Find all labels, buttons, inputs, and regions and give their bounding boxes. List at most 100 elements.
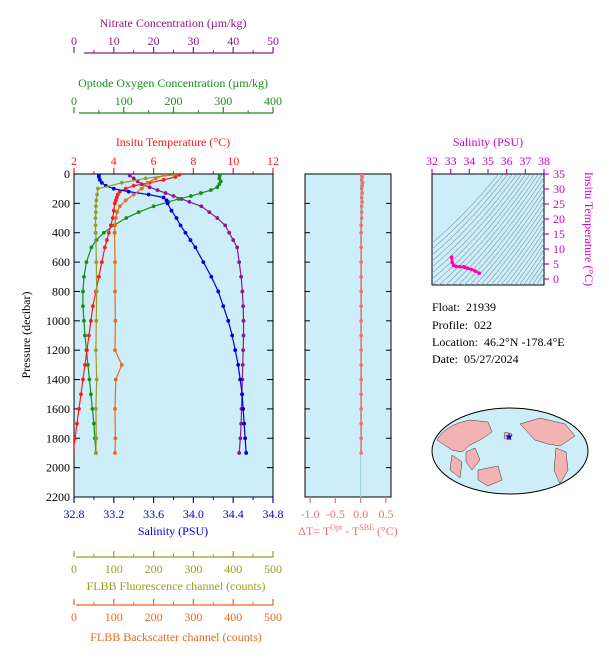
salinity-point xyxy=(164,198,169,203)
backscatter-tick-label: 500 xyxy=(264,610,282,624)
temperature-point xyxy=(112,201,117,206)
delta-t-axis-label: ΔT= TOpt - TSBE (°C) xyxy=(298,523,398,538)
nitrate-point xyxy=(240,362,245,367)
salinity-point xyxy=(193,245,198,250)
salinity-point xyxy=(183,230,188,235)
nitrate-tick-label: 30 xyxy=(187,34,199,48)
ts-point xyxy=(454,264,459,269)
fluorescence-deep-point xyxy=(94,318,99,323)
salinity-point xyxy=(201,260,206,264)
nitrate-tick-label: 0 xyxy=(71,34,77,48)
fluorescence-point xyxy=(94,198,99,203)
ts-density-contours xyxy=(432,174,544,285)
temperature-point xyxy=(83,362,87,367)
salinity-tick-label: 33.6 xyxy=(143,507,164,521)
ts-xtick-label: 35 xyxy=(482,154,494,168)
temperature-point xyxy=(91,304,95,309)
nitrate-tick-label: 20 xyxy=(148,34,160,48)
temperature-point xyxy=(115,192,120,197)
salinity-point xyxy=(236,362,241,367)
ts-isopycnal xyxy=(505,231,544,285)
salinity-point xyxy=(233,348,238,353)
oxygen-point xyxy=(83,333,87,338)
backscatter-point xyxy=(131,192,136,197)
backscatter-deep-point xyxy=(113,377,118,382)
temperature-point xyxy=(102,245,107,250)
oxygen-point xyxy=(84,260,89,264)
delta-t-xtick-label: 0.5 xyxy=(378,507,393,521)
nitrate-point xyxy=(223,223,228,228)
temperature-point xyxy=(74,451,75,455)
temperature-axis-label: Insitu Temperature (°C) xyxy=(116,135,230,149)
temperature-tick-label: 12 xyxy=(267,154,279,168)
ts-isopycnal xyxy=(432,174,522,274)
salinity-point xyxy=(230,333,235,338)
delta-t-point xyxy=(359,210,364,214)
fluorescence-deep-point xyxy=(94,260,99,264)
pressure-tick-label: 2000 xyxy=(46,461,70,475)
delta-t-xtick-label: -0.5 xyxy=(326,507,345,521)
ts-isopycnal xyxy=(509,237,544,285)
salinity-axis-label: Salinity (PSU) xyxy=(138,524,208,538)
delta-t-point xyxy=(359,260,363,264)
delta-t-point xyxy=(359,436,363,441)
ts-isopycnal xyxy=(490,213,544,285)
fluorescence-point xyxy=(93,216,98,220)
pressure-axis-label: Pressure (decibar) xyxy=(19,292,33,379)
pressure-tick-label: 1000 xyxy=(46,314,70,328)
salinity-point xyxy=(96,175,101,179)
delta-t-point xyxy=(359,216,364,220)
pressure-tick-label: 600 xyxy=(52,255,70,269)
pressure-tick-label: 1400 xyxy=(46,373,70,387)
delta-t-point xyxy=(359,392,363,397)
temperature-point xyxy=(106,230,111,235)
temperature-point xyxy=(89,318,93,323)
nitrate-point xyxy=(237,451,242,455)
temperature-tick-label: 6 xyxy=(151,154,157,168)
temperature-point xyxy=(104,238,109,242)
nitrate-point xyxy=(207,210,212,215)
oxygen-point xyxy=(82,274,86,279)
oxygen-point xyxy=(86,362,90,367)
oxygen-point xyxy=(198,191,203,195)
oxygen-point xyxy=(176,197,181,201)
oxygen-axis-label: Optode Oxygen Concentration (µm/kg) xyxy=(78,76,268,90)
ts-xtick-label: 32 xyxy=(426,154,438,168)
nitrate-point xyxy=(239,421,244,426)
oxygen-point xyxy=(124,216,129,220)
delta-t-plot-area xyxy=(304,173,392,498)
nitrate-point xyxy=(231,238,236,242)
ts-isopycnal xyxy=(480,201,544,285)
ts-isopycnal xyxy=(432,174,504,250)
pressure-axis-ticks: 0 200 400 600 800 1000 1200 1400 1600 1800 2000 220… xyxy=(46,167,273,504)
nitrate-point xyxy=(235,245,240,250)
oxygen-point xyxy=(89,245,94,250)
pressure-tick-label: 800 xyxy=(52,284,70,298)
salinity-point xyxy=(111,186,116,191)
ts-isopycnal xyxy=(457,177,544,285)
location-value: 46.2°N -178.4°E xyxy=(483,335,565,349)
backscatter-axis-label: FLBB Backscatter channel (counts) xyxy=(90,630,262,644)
oxygen-tick-label: 300 xyxy=(214,94,232,108)
backscatter-point xyxy=(163,174,168,177)
temperature-point xyxy=(111,208,116,213)
ts-xtick-label: 37 xyxy=(519,154,531,168)
salinity-point xyxy=(99,180,104,185)
backscatter-deep-point xyxy=(112,230,117,235)
pressure-tick-label: 2200 xyxy=(46,490,70,504)
float-id: 21939 xyxy=(466,300,497,314)
ts-isopycnal xyxy=(445,174,539,285)
backscatter-deep-point xyxy=(119,362,124,367)
fluorescence-deep-point xyxy=(94,436,99,441)
fluorescence-point xyxy=(119,180,124,185)
oxygen-point xyxy=(151,204,156,209)
salinity-point xyxy=(242,421,247,426)
backscatter-deep-point xyxy=(113,436,118,441)
profile-row: Profile: 022 xyxy=(432,318,492,332)
backscatter-point xyxy=(123,198,128,203)
nitrate-point xyxy=(237,260,242,264)
oxygen-point xyxy=(208,188,213,193)
oxygen-axis: Optode Oxygen Concentration (µm/kg) 0 100… xyxy=(71,76,282,114)
salinity-point xyxy=(226,318,231,323)
